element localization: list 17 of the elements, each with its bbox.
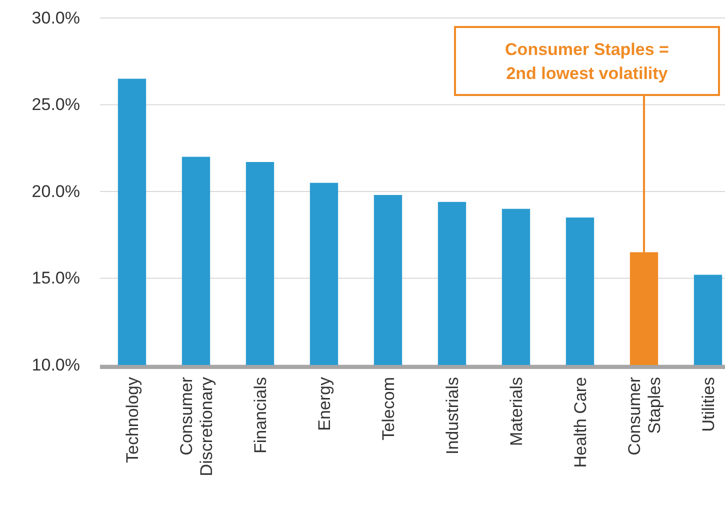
y-tick-label: 15.0% xyxy=(32,268,80,288)
x-tick-label: Telecom xyxy=(379,377,398,440)
x-tick-label: Industrials xyxy=(443,377,462,454)
x-tick-label: Materials xyxy=(507,377,526,446)
y-tick-label: 30.0% xyxy=(32,8,80,28)
y-tick-label: 25.0% xyxy=(32,95,80,114)
x-tick-label: Health Care xyxy=(571,377,590,468)
x-tick-label: Utilities xyxy=(699,377,718,432)
x-tick-label: Financials xyxy=(251,377,270,454)
x-tick-label: Energy xyxy=(315,376,334,431)
y-tick-label: 20.0% xyxy=(32,182,80,201)
x-tick-label: Consumer Staples xyxy=(625,376,664,456)
y-tick-label: 10.0% xyxy=(32,355,80,374)
annotation: Consumer Staples = 2nd lowest volatility xyxy=(505,40,670,83)
x-tick-label: Consumer Discretionary xyxy=(177,376,216,476)
callout-box: Consumer Staples = 2nd lowest volatility xyxy=(454,26,720,252)
x-tick-label: Technology xyxy=(123,376,142,464)
